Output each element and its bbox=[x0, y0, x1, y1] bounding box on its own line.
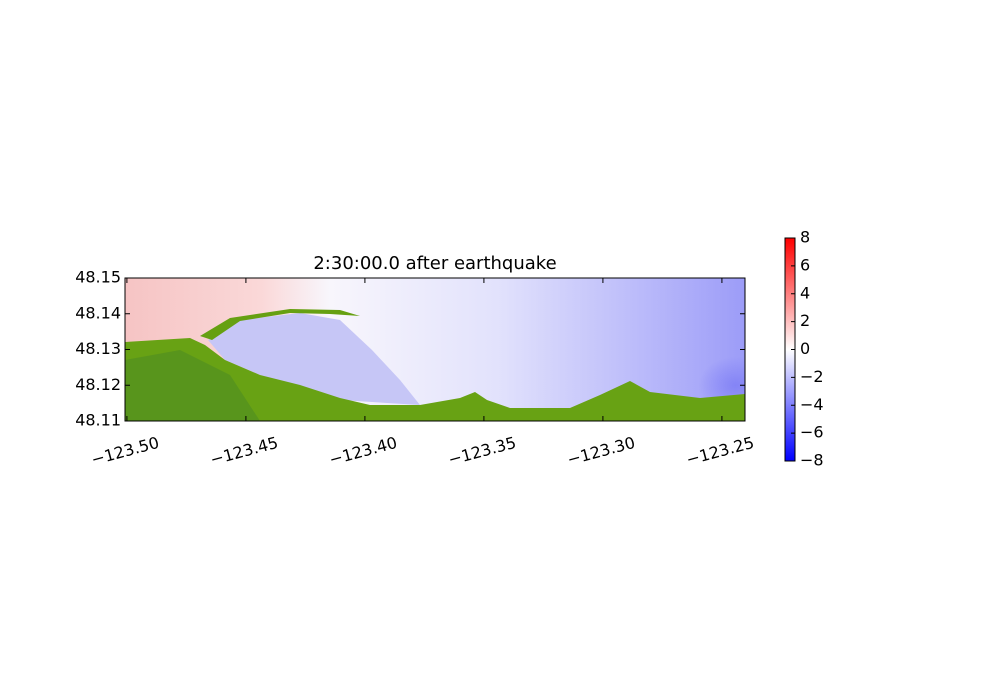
x-tick-label: −123.45 bbox=[208, 433, 280, 469]
y-tick-label: 48.13 bbox=[75, 339, 121, 358]
map-image bbox=[125, 278, 745, 421]
y-tick-label: 48.11 bbox=[75, 411, 121, 430]
colorbar-tick-label: 4 bbox=[800, 283, 810, 302]
colorbar-tick-label: −8 bbox=[800, 451, 824, 470]
y-tick-label: 48.12 bbox=[75, 375, 121, 394]
colorbar-tick-label: 6 bbox=[800, 255, 810, 274]
chart-title: 2:30:00.0 after earthquake bbox=[313, 253, 556, 274]
colorbar-tick-label: −6 bbox=[800, 423, 824, 442]
colorbar-tick-label: 8 bbox=[800, 228, 810, 247]
x-tick-label: −123.30 bbox=[565, 433, 637, 469]
colorbar-tick-label: 2 bbox=[800, 311, 810, 330]
x-tick-label: −123.50 bbox=[89, 433, 161, 469]
y-tick-label: 48.14 bbox=[75, 303, 121, 322]
x-tick-label: −123.40 bbox=[327, 433, 399, 469]
y-tick-label: 48.15 bbox=[75, 268, 121, 287]
x-tick-label: −123.25 bbox=[684, 433, 756, 469]
colorbar-tick-label: −2 bbox=[800, 367, 824, 386]
colorbar-tick-label: 0 bbox=[800, 339, 810, 358]
x-tick-label: −123.35 bbox=[446, 433, 518, 469]
colorbar-tick-label: −4 bbox=[800, 395, 824, 414]
